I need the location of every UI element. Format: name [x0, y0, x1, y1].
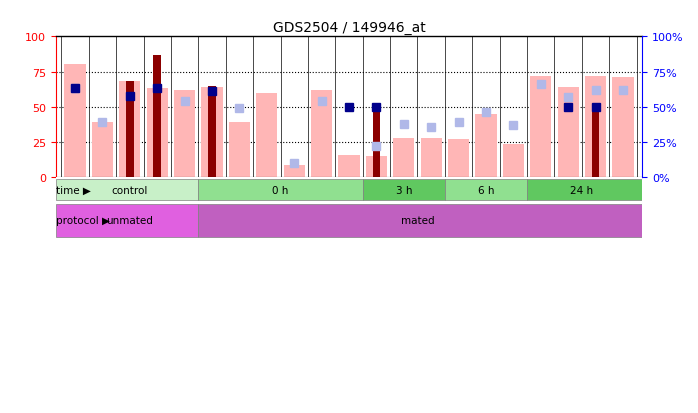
FancyBboxPatch shape	[363, 179, 445, 201]
Bar	[119, 82, 140, 178]
Bar	[585, 76, 606, 178]
Bar	[154, 55, 161, 178]
Bar	[612, 78, 634, 178]
Bar	[530, 76, 551, 178]
Text: 0 h: 0 h	[272, 185, 289, 195]
Bar	[373, 113, 380, 178]
Bar	[202, 88, 223, 178]
Text: 3 h: 3 h	[396, 185, 412, 195]
Bar	[421, 138, 442, 178]
Bar	[64, 65, 86, 178]
FancyBboxPatch shape	[527, 179, 642, 201]
Bar	[311, 91, 332, 178]
Bar	[503, 144, 524, 178]
FancyBboxPatch shape	[198, 179, 363, 201]
FancyBboxPatch shape	[56, 204, 198, 237]
Text: mated: mated	[401, 216, 434, 226]
Bar	[256, 93, 277, 178]
Bar	[208, 86, 216, 178]
Bar	[174, 91, 195, 178]
Bar	[448, 140, 469, 178]
Text: control: control	[112, 185, 148, 195]
Bar	[126, 82, 133, 178]
Text: 6 h: 6 h	[477, 185, 494, 195]
Bar	[592, 105, 600, 178]
Bar	[147, 89, 168, 178]
Text: 24 h: 24 h	[570, 185, 593, 195]
Bar	[558, 88, 579, 178]
Bar	[475, 114, 496, 178]
FancyBboxPatch shape	[198, 204, 642, 237]
Text: unmated: unmated	[106, 216, 154, 226]
FancyBboxPatch shape	[445, 179, 527, 201]
Bar	[92, 123, 113, 178]
Bar	[366, 157, 387, 178]
Text: time ▶: time ▶	[57, 185, 91, 195]
Bar	[339, 155, 359, 178]
FancyBboxPatch shape	[56, 179, 198, 201]
Bar	[283, 165, 305, 178]
Text: protocol ▶: protocol ▶	[57, 216, 110, 226]
Bar	[229, 123, 250, 178]
Title: GDS2504 / 149946_at: GDS2504 / 149946_at	[273, 21, 425, 35]
Bar	[393, 138, 415, 178]
